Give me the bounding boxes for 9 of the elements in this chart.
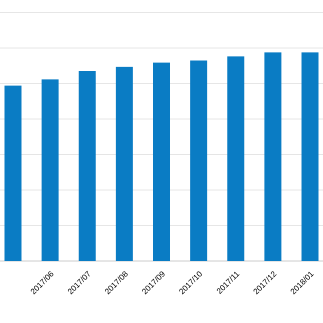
bar (42, 79, 59, 261)
bar (227, 56, 244, 261)
bar (78, 70, 96, 261)
bar (190, 60, 208, 261)
bar (302, 52, 319, 261)
bar (116, 66, 133, 261)
bar (153, 62, 170, 261)
bar (4, 86, 22, 261)
bar (264, 52, 282, 261)
